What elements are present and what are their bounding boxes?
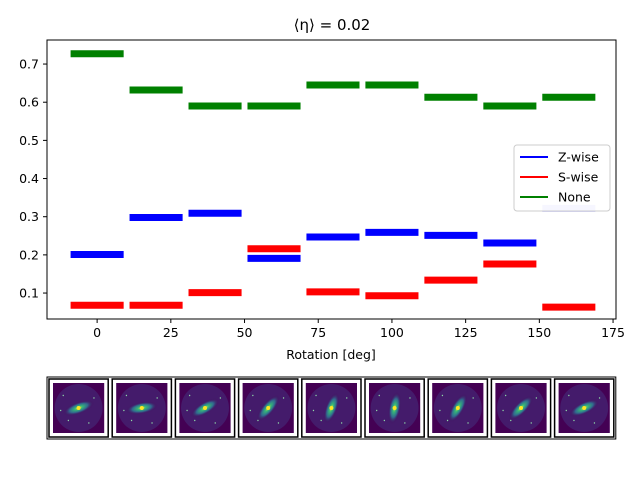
galaxy-thumbnail-2 [174, 378, 236, 438]
y-tick-label: 0.5 [19, 133, 39, 148]
y-tick-label: 0.3 [19, 209, 39, 224]
x-axis-title: Rotation [deg] [286, 347, 376, 362]
y-tick-label: 0.4 [19, 171, 39, 186]
x-tick-label: 150 [527, 325, 551, 340]
legend-label: S-wise [558, 170, 599, 185]
legend: Z-wise S-wise None [513, 144, 611, 212]
y-tick-label: 0.2 [19, 247, 39, 262]
y-tick-label: 0.7 [19, 57, 39, 72]
plot-area: 0 25 50 75 100 125 150 175 0.1 0.2 0.3 0.4 0.5 0.6 0.7 [19, 39, 625, 340]
x-tick-label: 125 [454, 325, 478, 340]
rotation-thumbnail-strip [46, 376, 617, 440]
galaxy-thumbnail-5 [364, 378, 425, 438]
galaxy-thumbnail-8 [553, 378, 615, 438]
y-tick-label: 0.1 [19, 286, 39, 301]
x-tick-label: 175 [601, 325, 625, 340]
galaxy-thumbnail-6 [427, 378, 489, 438]
x-tick-label: 50 [237, 325, 253, 340]
x-tick-label: 0 [93, 325, 101, 340]
galaxy-thumbnail-0 [48, 378, 109, 438]
galaxy-thumbnail-4 [301, 378, 362, 438]
chart-title: ⟨η⟩ = 0.02 [294, 16, 371, 34]
legend-label: None [558, 190, 591, 205]
galaxy-thumbnail-1 [111, 378, 173, 438]
x-tick-label: 75 [310, 325, 326, 340]
x-tick-label: 100 [380, 325, 404, 340]
legend-label: Z-wise [558, 150, 599, 165]
x-tick-label: 25 [163, 325, 179, 340]
galaxy-thumbnail-3 [237, 378, 299, 438]
axes-frame [46, 39, 617, 320]
galaxy-thumbnail-7 [490, 378, 552, 438]
y-tick-label: 0.6 [19, 95, 39, 110]
legend-box [513, 144, 611, 212]
